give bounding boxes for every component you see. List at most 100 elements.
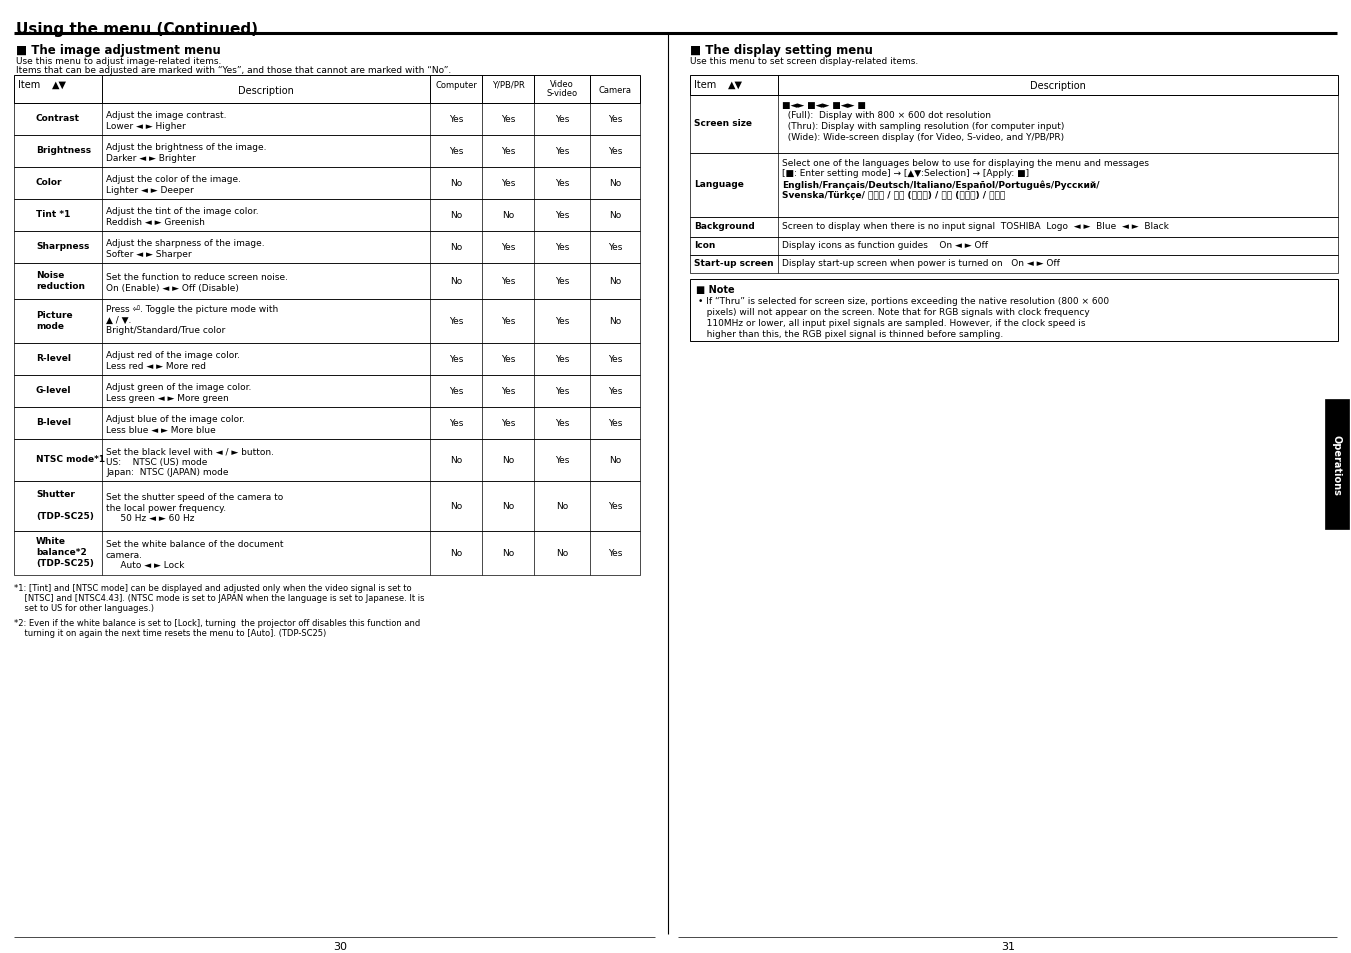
- Text: Description: Description: [238, 86, 295, 96]
- Text: Adjust green of the image color.: Adjust green of the image color.: [105, 383, 251, 392]
- Text: [NTSC] and [NTSC4.43]. (NTSC mode is set to JAPAN when the language is set to Ja: [NTSC] and [NTSC4.43]. (NTSC mode is set…: [14, 594, 424, 602]
- Text: Adjust the image contrast.: Adjust the image contrast.: [105, 112, 227, 120]
- Text: No: No: [501, 456, 515, 465]
- Text: Yes: Yes: [501, 115, 515, 125]
- Bar: [1325, 399, 1350, 530]
- Text: Set the shutter speed of the camera to: Set the shutter speed of the camera to: [105, 493, 284, 501]
- Bar: [14, 136, 640, 168]
- Text: (TDP-SC25): (TDP-SC25): [36, 558, 93, 567]
- Text: No: No: [501, 212, 515, 220]
- Text: Yes: Yes: [501, 355, 515, 364]
- Text: Yes: Yes: [555, 419, 569, 428]
- Text: Item: Item: [18, 80, 41, 90]
- Text: 30: 30: [332, 941, 347, 951]
- Text: Set the function to reduce screen noise.: Set the function to reduce screen noise.: [105, 274, 288, 282]
- Text: No: No: [609, 179, 621, 189]
- Text: No: No: [450, 243, 462, 253]
- Text: Svenska/Türkçe/ 日本語 / 中文 (简体字) / 中文 (繁體字) / 한국어: Svenska/Türkçe/ 日本語 / 中文 (简体字) / 中文 (繁體字…: [782, 191, 1005, 199]
- Text: Yes: Yes: [608, 115, 623, 125]
- Text: No: No: [609, 456, 621, 465]
- Text: Set the white balance of the document: Set the white balance of the document: [105, 539, 284, 549]
- Text: Less green ◄ ► More green: Less green ◄ ► More green: [105, 394, 228, 402]
- Text: Set the black level with ◄ / ► button.: Set the black level with ◄ / ► button.: [105, 447, 274, 456]
- Text: Yes: Yes: [449, 387, 463, 396]
- Text: balance*2: balance*2: [36, 547, 86, 557]
- Text: Yes: Yes: [501, 179, 515, 189]
- Text: Y/PB/PR: Y/PB/PR: [492, 81, 524, 90]
- Text: Adjust the color of the image.: Adjust the color of the image.: [105, 175, 240, 184]
- Text: Lower ◄ ► Higher: Lower ◄ ► Higher: [105, 122, 185, 131]
- Text: Japan:  NTSC (JAPAN) mode: Japan: NTSC (JAPAN) mode: [105, 468, 228, 476]
- Text: Screen to display when there is no input signal  TOSHIBA  Logo  ◄ ►  Blue  ◄ ►  : Screen to display when there is no input…: [782, 222, 1169, 231]
- Text: No: No: [501, 549, 515, 558]
- Text: No: No: [450, 212, 462, 220]
- Bar: [14, 264, 640, 299]
- Text: Yes: Yes: [555, 317, 569, 326]
- Bar: [14, 375, 640, 408]
- Text: Use this menu to set screen display-related items.: Use this menu to set screen display-rela…: [690, 57, 919, 66]
- Text: No: No: [450, 179, 462, 189]
- Text: Less blue ◄ ► More blue: Less blue ◄ ► More blue: [105, 426, 216, 435]
- Text: Adjust red of the image color.: Adjust red of the image color.: [105, 351, 240, 360]
- Text: Softer ◄ ► Sharper: Softer ◄ ► Sharper: [105, 250, 192, 258]
- Text: 31: 31: [1001, 941, 1015, 951]
- Text: No: No: [609, 317, 621, 326]
- Text: set to US for other languages.): set to US for other languages.): [14, 603, 154, 613]
- Text: Language: Language: [694, 180, 744, 189]
- Text: Less red ◄ ► More red: Less red ◄ ► More red: [105, 361, 205, 371]
- Text: (Wide): Wide-screen display (for Video, S-video, and Y/PB/PR): (Wide): Wide-screen display (for Video, …: [782, 132, 1065, 141]
- Text: the local power frequency.: the local power frequency.: [105, 503, 226, 512]
- Bar: [14, 481, 640, 532]
- Text: Yes: Yes: [449, 419, 463, 428]
- Text: reduction: reduction: [36, 282, 85, 291]
- Text: ■ Note: ■ Note: [696, 285, 735, 294]
- Text: Yes: Yes: [555, 355, 569, 364]
- Text: Yes: Yes: [501, 419, 515, 428]
- Text: Press ⏎. Toggle the picture mode with: Press ⏎. Toggle the picture mode with: [105, 305, 278, 314]
- Text: No: No: [450, 277, 462, 286]
- Text: higher than this, the RGB pixel signal is thinned before sampling.: higher than this, the RGB pixel signal i…: [698, 330, 1004, 338]
- Text: Use this menu to adjust image-related items.: Use this menu to adjust image-related it…: [16, 57, 222, 66]
- Bar: [14, 168, 640, 200]
- Text: Operations: Operations: [1332, 435, 1342, 495]
- Text: On (Enable) ◄ ► Off (Disable): On (Enable) ◄ ► Off (Disable): [105, 284, 239, 293]
- Text: No: No: [450, 549, 462, 558]
- Text: Brightness: Brightness: [36, 146, 91, 154]
- Text: Yes: Yes: [555, 277, 569, 286]
- Text: US:    NTSC (US) mode: US: NTSC (US) mode: [105, 457, 207, 466]
- Text: Items that can be adjusted are marked with “Yes”, and those that cannot are mark: Items that can be adjusted are marked wi…: [16, 66, 451, 75]
- Text: G-level: G-level: [36, 386, 72, 395]
- Text: Yes: Yes: [501, 243, 515, 253]
- Text: No: No: [609, 212, 621, 220]
- Text: Yes: Yes: [501, 148, 515, 156]
- Text: No: No: [609, 277, 621, 286]
- Text: Shutter: Shutter: [36, 490, 74, 498]
- Text: Video: Video: [550, 80, 574, 89]
- Text: Yes: Yes: [608, 549, 623, 558]
- Text: Lighter ◄ ► Deeper: Lighter ◄ ► Deeper: [105, 186, 193, 194]
- Text: Using the menu (Continued): Using the menu (Continued): [16, 22, 258, 37]
- Text: Sharpness: Sharpness: [36, 242, 89, 251]
- Bar: [690, 280, 1337, 341]
- Text: English/Français/Deutsch/Italiano/Español/Português/Русский/: English/Français/Deutsch/Italiano/Españo…: [782, 180, 1100, 190]
- Bar: [690, 96, 1337, 153]
- Text: Camera: Camera: [598, 86, 631, 95]
- Text: Yes: Yes: [608, 148, 623, 156]
- Bar: [690, 255, 1337, 274]
- Bar: [14, 76, 640, 104]
- Text: *2: Even if the white balance is set to [Lock], turning  the projector off disab: *2: Even if the white balance is set to …: [14, 618, 420, 627]
- Text: Color: Color: [36, 178, 62, 187]
- Text: mode: mode: [36, 322, 63, 331]
- Text: Screen size: Screen size: [694, 119, 753, 128]
- Bar: [14, 232, 640, 264]
- Text: Yes: Yes: [555, 148, 569, 156]
- Text: ■ The display setting menu: ■ The display setting menu: [690, 44, 873, 57]
- Text: Yes: Yes: [555, 115, 569, 125]
- Text: Yes: Yes: [608, 502, 623, 511]
- Bar: [14, 408, 640, 439]
- Bar: [14, 532, 640, 576]
- Text: Yes: Yes: [555, 243, 569, 253]
- Text: Yes: Yes: [608, 243, 623, 253]
- Text: No: No: [450, 456, 462, 465]
- Text: R-level: R-level: [36, 354, 72, 363]
